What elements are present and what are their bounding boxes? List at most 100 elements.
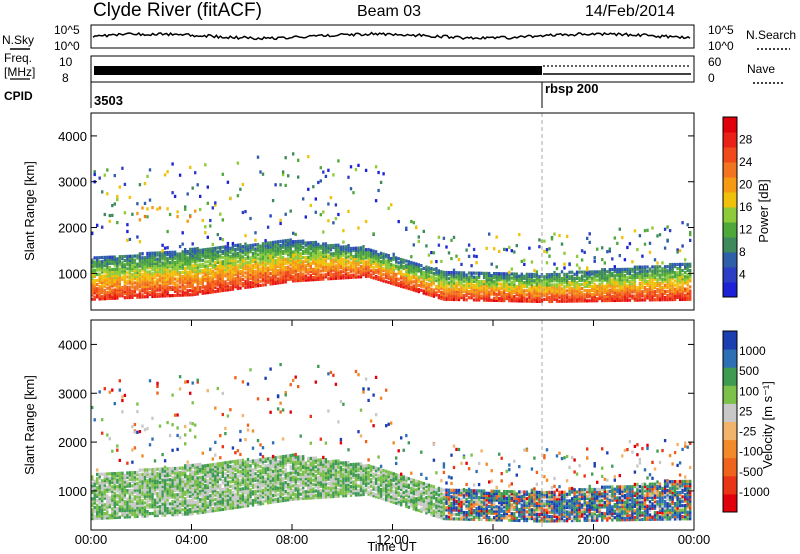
- range-cell: [593, 293, 596, 297]
- range-cell: [236, 284, 240, 288]
- range-cell: [133, 488, 137, 492]
- range-cell: [415, 281, 418, 285]
- range-cell: [545, 273, 549, 277]
- range-cell: [646, 290, 649, 294]
- range-cell: [133, 287, 137, 291]
- range-cell: [442, 287, 446, 291]
- range-cell: [467, 296, 471, 300]
- range-cell: [199, 475, 202, 480]
- range-cell: [181, 231, 184, 235]
- range-cell: [178, 510, 182, 514]
- range-cell: [189, 483, 192, 487]
- range-cell: [312, 185, 315, 189]
- range-cell: [156, 253, 159, 257]
- range-cell: [613, 296, 616, 300]
- range-cell: [354, 256, 358, 261]
- range-cell: [116, 194, 119, 199]
- range-cell: [264, 268, 267, 272]
- range-cell: [442, 272, 446, 277]
- range-cell: [520, 276, 523, 280]
- y-tick-label: 2000: [58, 221, 87, 236]
- range-cell: [681, 275, 684, 279]
- range-cell: [689, 289, 692, 293]
- range-cell: [412, 243, 415, 247]
- range-cell: [606, 290, 609, 294]
- range-cell: [251, 272, 255, 276]
- range-cell: [146, 295, 149, 299]
- range-cell: [186, 512, 189, 516]
- range-cell: [503, 282, 506, 286]
- range-cell: [573, 291, 576, 295]
- range-cell: [415, 270, 418, 274]
- range-cell: [601, 290, 604, 294]
- range-cell: [239, 261, 242, 265]
- range-cell: [206, 288, 209, 293]
- range-cell: [621, 294, 624, 298]
- range-cell: [93, 514, 96, 518]
- range-cell: [488, 278, 491, 282]
- range-cell: [523, 295, 526, 299]
- range-cell: [201, 271, 204, 275]
- range-cell: [156, 207, 159, 211]
- range-cell: [633, 271, 637, 275]
- range-cell: [477, 294, 481, 298]
- range-cell: [231, 248, 235, 252]
- range-cell: [482, 288, 486, 292]
- range-cell: [410, 277, 413, 281]
- range-cell: [324, 265, 328, 269]
- range-cell: [201, 250, 204, 254]
- range-cell: [613, 267, 616, 272]
- range-cell: [430, 277, 433, 281]
- range-cell: [186, 494, 189, 498]
- range-cell: [400, 262, 403, 266]
- range-cell: [417, 239, 420, 243]
- range-cell: [432, 288, 436, 292]
- range-cell: [281, 251, 285, 255]
- range-cell: [101, 503, 104, 507]
- range-cell: [392, 282, 395, 286]
- range-cell: [648, 294, 652, 298]
- range-cell: [322, 258, 325, 263]
- range-cell: [123, 484, 127, 488]
- range-cell: [490, 284, 493, 288]
- range-cell: [485, 280, 488, 284]
- range-cell: [287, 253, 290, 257]
- range-cell: [224, 268, 227, 272]
- range-cell: [251, 270, 255, 274]
- range-cell: [673, 262, 677, 267]
- range-cell: [106, 292, 109, 296]
- range-cell: [241, 255, 245, 259]
- range-cell: [176, 433, 179, 438]
- range-cell: [229, 254, 232, 259]
- range-cell: [156, 494, 159, 498]
- range-cell: [166, 229, 169, 234]
- range-cell: [580, 295, 584, 299]
- range-cell: [437, 289, 441, 294]
- range-cell: [261, 258, 265, 262]
- range-cell: [201, 279, 204, 283]
- range-cell: [329, 252, 333, 256]
- range-cell: [106, 478, 109, 483]
- range-cell: [191, 260, 194, 264]
- range-cell: [623, 286, 627, 290]
- range-cell: [555, 279, 559, 283]
- range-cell: [231, 266, 235, 271]
- range-cell: [148, 253, 152, 257]
- range-cell: [558, 272, 561, 277]
- range-cell: [377, 188, 380, 193]
- range-cell: [244, 267, 247, 271]
- range-cell: [196, 251, 199, 255]
- range-cell: [601, 286, 604, 290]
- range-cell: [221, 276, 224, 280]
- range-cell: [470, 285, 473, 290]
- range-cell: [663, 227, 667, 231]
- range-cell: [302, 266, 305, 270]
- range-cell: [385, 263, 388, 267]
- range-cell: [580, 287, 584, 291]
- range-cell: [307, 245, 310, 249]
- range-cell: [329, 268, 333, 272]
- range-cell: [329, 246, 333, 250]
- range-cell: [128, 279, 132, 283]
- range-cell: [337, 159, 340, 163]
- range-cell: [287, 240, 290, 244]
